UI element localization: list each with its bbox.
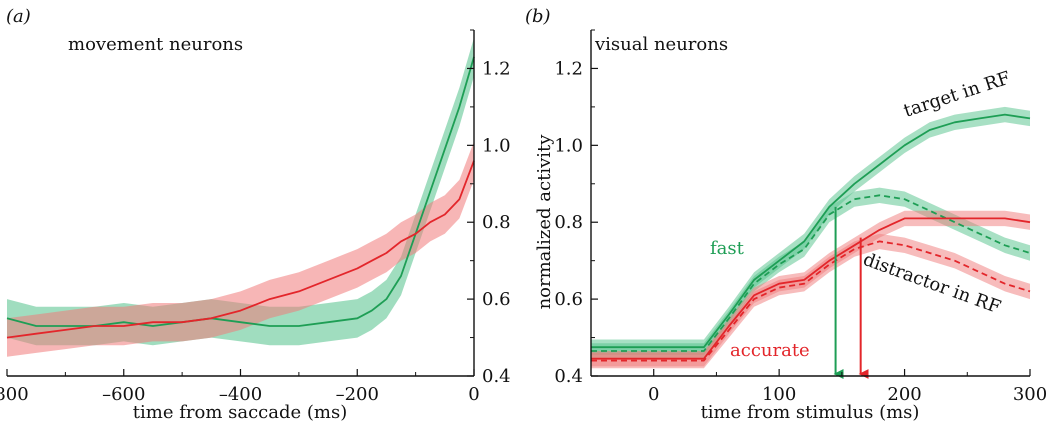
panel-b-bands xyxy=(591,106,1030,369)
panel-b-title: visual neurons xyxy=(594,34,728,55)
panel-b-series-line-3 xyxy=(591,240,1031,362)
panel-a-xlabel: time from saccade (ms) xyxy=(133,402,347,423)
panel-a-series-line-1 xyxy=(6,160,475,339)
panel-a-y-tick-label: 0.4 xyxy=(482,366,511,387)
panel-b-xlabel: time from stimulus (ms) xyxy=(701,402,920,423)
panel-a-x-tick-label: –600 xyxy=(102,384,145,405)
annotation-fast: fast xyxy=(710,238,745,259)
panel-b-x-tick-label: 0 xyxy=(648,384,659,405)
annotation-accurate: accurate xyxy=(730,340,810,361)
panel-b-ylabel: normalized activity xyxy=(534,134,555,310)
panel-b-y-tick-label: 0.8 xyxy=(554,212,583,233)
panel-b-x-tick-label: 300 xyxy=(1013,384,1047,405)
panel-a-lines xyxy=(6,56,475,339)
panel-a-series-line-0 xyxy=(6,56,475,327)
panel-b-x-tick-label: 200 xyxy=(887,384,921,405)
panel-b-x-ticks: 0 100 200 300 xyxy=(648,369,1047,405)
panel-b-label: (b) xyxy=(525,6,551,27)
panel-a-x-tick-label: –800 xyxy=(0,384,29,405)
panel-a-title: movement neurons xyxy=(68,34,243,55)
panel-a-label: (a) xyxy=(6,6,31,27)
panel-b-x-tick-label: 100 xyxy=(762,384,796,405)
panel-b-series-line-1 xyxy=(591,194,1031,352)
panel-b-band-3 xyxy=(591,233,1030,369)
panel-b-lines xyxy=(591,113,1031,362)
panel-a-y-tick-label: 1.2 xyxy=(482,58,511,79)
panel-a-x-tick-label: –400 xyxy=(219,384,262,405)
panel-b: (b) visual neurons normalized activity 0… xyxy=(525,6,1047,423)
panel-b-y-tick-label: 0.4 xyxy=(554,366,583,387)
panel-a-x-tick-label: –200 xyxy=(336,384,379,405)
panel-b-y-tick-label: 1.0 xyxy=(554,135,583,156)
panel-a-x-tick-label: 0 xyxy=(468,384,479,405)
panel-a-band-1 xyxy=(7,141,474,357)
panel-a-y-tick-label: 0.8 xyxy=(482,212,511,233)
panel-b-series-line-2 xyxy=(591,217,1031,360)
panel-a: (a) movement neurons –800 –600 –400 –200 0 0… xyxy=(0,6,511,423)
panel-a-y-ticks: 0.4 0.6 0.8 1.0 1.2 xyxy=(467,29,511,387)
panel-b-y-tick-label: 0.6 xyxy=(554,289,583,310)
panel-b-arrows xyxy=(833,206,869,379)
panel-b-y-ticks: 0.4 0.6 0.8 1.0 1.2 xyxy=(554,29,598,387)
panel-b-y-tick-label: 1.2 xyxy=(554,58,583,79)
panel-a-y-tick-label: 0.6 xyxy=(482,289,511,310)
panel-b-series-line-0 xyxy=(591,113,1031,349)
panel-a-y-tick-label: 1.0 xyxy=(482,135,511,156)
panel-a-bands xyxy=(7,37,474,357)
panel-b-band-0 xyxy=(591,106,1030,355)
panel-a-x-ticks: –800 –600 –400 –200 0 xyxy=(0,369,480,405)
